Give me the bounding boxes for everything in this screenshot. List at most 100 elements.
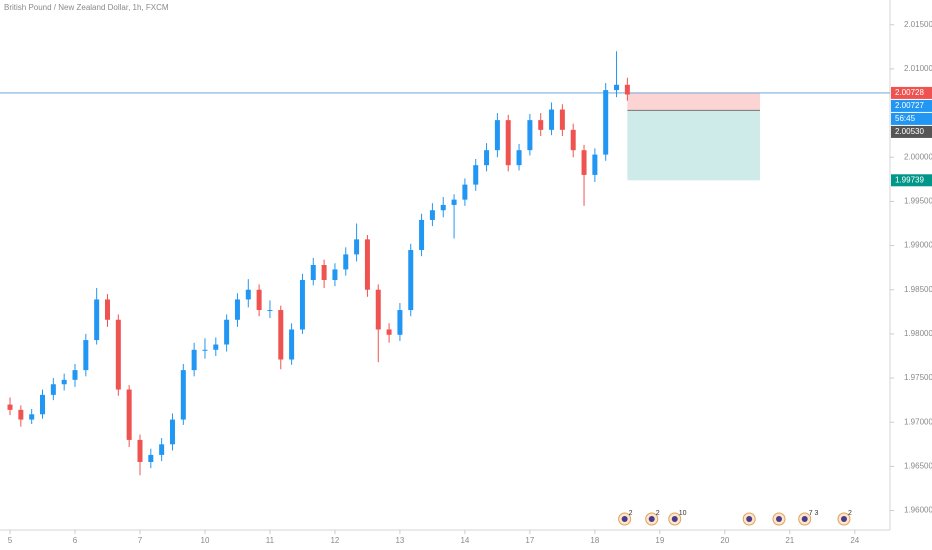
stop-zone: [627, 92, 761, 111]
candle-body: [224, 319, 230, 345]
event-dot: [648, 516, 655, 522]
candle-body: [278, 310, 284, 360]
event-label: 10: [679, 510, 687, 517]
y-tick-label: 1.99000: [904, 241, 932, 250]
candle-body: [505, 120, 511, 166]
y-tick-label: 1.97500: [904, 373, 932, 382]
y-tick-label: 2.01000: [904, 64, 932, 73]
candle-body: [104, 299, 110, 320]
candle-body: [332, 269, 338, 281]
event-dot: [840, 516, 847, 522]
candle-body: [419, 219, 425, 250]
price-label-box: [891, 125, 932, 138]
candle-body: [484, 150, 490, 166]
x-tick-label: 10: [201, 536, 210, 545]
candle-body: [256, 289, 262, 311]
x-tick-label: 12: [330, 536, 339, 545]
price-label-box: [891, 112, 932, 125]
x-tick-label: 21: [785, 536, 794, 545]
candle-body: [494, 120, 500, 151]
candle-body: [581, 150, 587, 175]
candle-body: [234, 299, 240, 320]
candle-body: [159, 444, 165, 455]
candle-body: [603, 90, 609, 155]
x-tick-label: 13: [395, 536, 404, 545]
candle-body: [462, 184, 468, 200]
candle-body: [364, 239, 370, 290]
x-tick-label: 18: [590, 536, 599, 545]
x-tick-label: 17: [525, 536, 534, 545]
candle-body: [538, 120, 544, 130]
x-tick-label: 7: [138, 536, 143, 545]
candle-body: [137, 439, 143, 462]
target-zone: [627, 110, 761, 181]
candle-body: [245, 289, 251, 300]
candle-body: [50, 384, 56, 395]
y-tick-label: 1.99500: [904, 197, 932, 206]
event-dot: [801, 516, 808, 522]
price-label: 1.99739: [895, 175, 924, 184]
x-tick-label: 6: [73, 536, 78, 545]
y-tick-label: 1.97000: [904, 417, 932, 426]
x-tick-label: 24: [850, 536, 859, 545]
candle-body: [408, 249, 414, 311]
price-label: 56:45: [895, 114, 916, 123]
candle-body: [343, 254, 349, 270]
price-label: 2.00727: [895, 101, 924, 110]
candle-body: [299, 280, 305, 330]
candle-body: [7, 404, 13, 410]
candle-body: [321, 265, 327, 281]
candle-body: [570, 129, 576, 151]
event-dot: [746, 516, 753, 522]
candle-body: [624, 84, 630, 95]
y-tick-label: 1.98500: [904, 285, 932, 294]
candle-body: [202, 349, 208, 351]
event-label: 2: [629, 510, 633, 517]
x-tick-label: 20: [720, 536, 729, 545]
candle-body: [527, 120, 533, 151]
price-label-box: [891, 86, 932, 99]
candle-body: [191, 349, 197, 371]
price-label-box: [891, 174, 932, 187]
price-label: 2.00728: [895, 88, 924, 97]
candle-body: [516, 150, 522, 166]
x-tick-label: 5: [8, 536, 13, 545]
chart-title: British Pound / New Zealand Dollar, 1h, …: [4, 3, 169, 12]
candle-body: [29, 414, 35, 420]
x-tick-label: 14: [460, 536, 469, 545]
candle-body: [386, 329, 392, 335]
candle-body: [213, 344, 219, 350]
candle-body: [473, 165, 479, 185]
candle-body: [83, 340, 89, 371]
candle-body: [289, 329, 295, 360]
candle-body: [180, 370, 186, 420]
candle-body: [40, 394, 46, 415]
y-tick-label: 1.98000: [904, 329, 932, 338]
candle-body: [549, 109, 555, 130]
candle-body: [94, 299, 100, 341]
candle-body: [451, 199, 457, 205]
event-label: 2: [848, 510, 852, 517]
candle-body: [148, 454, 154, 462]
x-tick-label: 11: [266, 536, 275, 545]
y-tick-label: 1.96000: [904, 506, 932, 515]
candle-body: [440, 204, 446, 211]
candle-body: [169, 419, 175, 445]
candle-body: [267, 310, 273, 312]
y-tick-label: 1.96500: [904, 462, 932, 471]
event-dot: [671, 516, 678, 522]
candle-body: [592, 154, 598, 175]
event-label: 2: [656, 510, 660, 517]
candle-body: [375, 289, 381, 330]
candle-body: [72, 370, 78, 380]
candle-body: [429, 210, 435, 220]
candle-body: [354, 239, 360, 255]
candle-body: [614, 84, 620, 91]
candle-body: [18, 409, 24, 420]
event-dot: [775, 516, 782, 522]
x-tick-label: 19: [655, 536, 664, 545]
candle-body: [310, 265, 316, 281]
price-label: 2.00530: [895, 127, 924, 136]
